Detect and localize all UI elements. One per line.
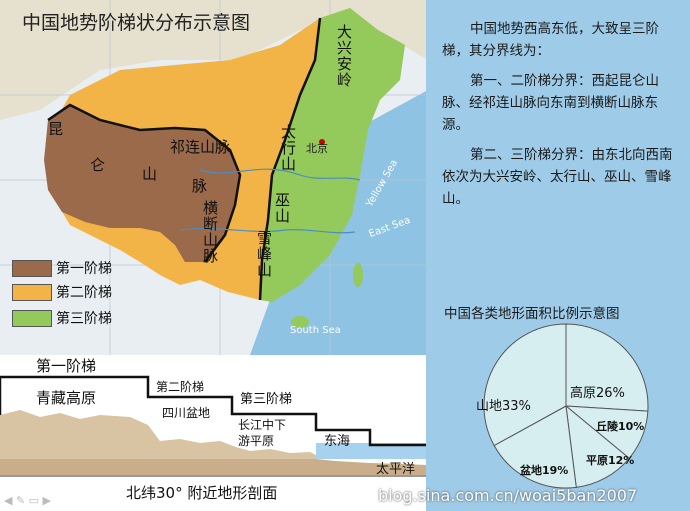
profile-label-step2: 第二阶梯: [156, 378, 204, 395]
legend-swatch-step1: [12, 260, 52, 277]
label-hengduan: 横断山脉: [200, 200, 221, 264]
profile-label-step1: 第一阶梯: [36, 355, 96, 376]
info-panel: 中国地势西高东低，大致呈三阶梯，其分界线为： 第一、二阶梯分界：西起昆仑山脉、经…: [426, 0, 690, 511]
legend-label-step3: 第三阶梯: [56, 308, 112, 328]
pie-label-qiuling: 丘陵10%: [596, 418, 644, 434]
label-kunlun-3: 山: [142, 163, 157, 184]
description-intro: 中国地势西高东低，大致呈三阶梯，其分界线为：: [442, 18, 682, 62]
label-beijing: 北京: [306, 140, 328, 156]
profile-label-donghai: 东海: [324, 430, 350, 449]
legend-label-step2: 第二阶梯: [56, 282, 112, 302]
pie-label-pendi: 盆地19%: [520, 462, 568, 478]
label-kunlun-1: 昆: [48, 118, 63, 139]
map-title: 中国地势阶梯状分布示意图: [22, 8, 250, 35]
label-taihang: 太行山: [278, 124, 299, 172]
label-xuefengshan: 雪峰山: [254, 230, 275, 278]
profile-label-taipingyang: 太平洋: [376, 458, 415, 477]
label-qilian: 祁连山脉: [170, 136, 230, 157]
label-kunlun-2: 仑: [90, 154, 105, 175]
profile-caption: 北纬30° 附近地形剖面: [126, 482, 277, 503]
legend-swatch-step3: [12, 310, 52, 327]
pie-label-pingyuan: 平原12%: [586, 452, 634, 468]
profile-label-changjiang-1: 长江中下: [238, 416, 286, 433]
label-kunlun-4: 脉: [192, 175, 207, 196]
profile-label-changjiang-2: 游平原: [238, 432, 274, 449]
legend-label-step1: 第一阶梯: [56, 258, 112, 278]
legend-swatch-step2: [12, 284, 52, 301]
profile-label-qingzang: 青藏高原: [36, 387, 96, 408]
label-daxinganling: 大兴安岭: [334, 24, 355, 88]
profile-label-step3: 第三阶梯: [240, 388, 292, 407]
label-wushan: 巫山: [272, 192, 293, 224]
description-line2: 第二、三阶梯分界：由东北向西南依次为大兴安岭、太行山、巫山、雪峰山。: [442, 144, 682, 210]
taiwan-island: [353, 263, 363, 287]
pie-label-gaoyuan: 高原26%: [570, 382, 625, 401]
profile-label-sichuan: 四川盆地: [162, 404, 210, 421]
watermark: blog.sina.com.cn/woai5ban2007: [378, 486, 637, 505]
pie-label-shandi: 山地33%: [476, 395, 531, 414]
description-line1: 第一、二阶梯分界：西起昆仑山脉、经祁连山脉向东南到横断山脉东源。: [442, 70, 682, 136]
label-south-sea: South Sea: [290, 325, 341, 336]
slide-controls[interactable]: ◀ ✎ ▭ ▶: [4, 494, 51, 507]
